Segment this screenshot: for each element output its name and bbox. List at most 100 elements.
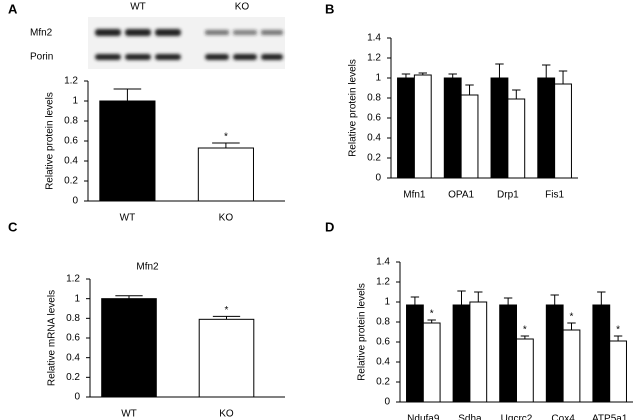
bar xyxy=(406,304,424,403)
blot-row-label: Porin xyxy=(30,52,53,63)
blot-band xyxy=(155,29,181,36)
blot-band xyxy=(261,30,283,35)
bar xyxy=(554,83,572,179)
x-tick-label: KO xyxy=(219,409,234,420)
bar xyxy=(507,98,526,179)
y-tick-label: 0.6 xyxy=(64,136,78,147)
y-tick-label: 0.2 xyxy=(64,176,78,187)
x-tick-label: Cox4 xyxy=(551,414,575,420)
panel-label: B xyxy=(325,1,334,16)
y-tick-label: 1.4 xyxy=(367,33,381,44)
blot-band xyxy=(125,54,151,60)
x-tick-label: Mfn1 xyxy=(403,190,426,201)
bar xyxy=(197,147,254,202)
y-tick-label: 0.6 xyxy=(66,333,80,344)
bar xyxy=(413,74,432,179)
significance-mark: * xyxy=(225,305,229,316)
panel-label: D xyxy=(325,219,334,234)
y-tick-label: 1.2 xyxy=(66,274,80,285)
bar xyxy=(490,77,509,179)
bar xyxy=(562,329,581,403)
blot-band xyxy=(261,54,283,60)
bar xyxy=(499,304,517,403)
x-tick-label: Fis1 xyxy=(545,190,564,201)
bar xyxy=(460,94,479,179)
y-tick-label: 0.4 xyxy=(66,352,80,363)
y-tick-label: 1 xyxy=(72,96,78,107)
y-tick-label: 0.8 xyxy=(64,116,78,127)
y-tick-label: 0.4 xyxy=(367,133,381,144)
significance-mark: * xyxy=(430,309,434,320)
panel-label: A xyxy=(8,1,18,16)
y-tick-label: 1.2 xyxy=(367,53,381,64)
y-tick-label: 1.2 xyxy=(376,277,390,288)
blot-band xyxy=(155,54,181,60)
x-tick-label: Ndufa9 xyxy=(407,414,440,420)
bar xyxy=(198,318,255,398)
y-tick-label: 0 xyxy=(72,196,78,207)
significance-mark: * xyxy=(523,325,527,336)
blot-background xyxy=(88,17,285,69)
significance-mark: * xyxy=(616,325,620,336)
x-tick-label: Sdha xyxy=(458,414,482,420)
y-axis-label: Relative mRNA levels xyxy=(47,290,58,386)
y-axis-label: Relative protein levels xyxy=(357,283,368,381)
y-tick-label: 1.4 xyxy=(376,257,390,268)
y-tick-label: 0.4 xyxy=(376,357,390,368)
y-tick-label: 0.4 xyxy=(64,156,78,167)
y-tick-label: 0.2 xyxy=(367,153,381,164)
bar xyxy=(609,340,627,403)
y-tick-label: 0 xyxy=(375,173,381,184)
x-tick-label: OPA1 xyxy=(448,190,474,201)
bar xyxy=(516,338,534,403)
lane-label: KO xyxy=(235,2,250,13)
bar xyxy=(537,77,556,179)
y-tick-label: 0.6 xyxy=(376,337,390,348)
blot-band xyxy=(205,54,229,60)
y-tick-label: 0 xyxy=(74,392,80,403)
y-tick-label: 0.2 xyxy=(376,377,390,388)
y-axis-label: Relative protein levels xyxy=(348,59,359,157)
y-axis-label: Relative protein levels xyxy=(45,92,56,190)
significance-mark: * xyxy=(570,312,574,323)
x-tick-label: Drp1 xyxy=(497,190,519,201)
y-tick-label: 0.8 xyxy=(376,317,390,328)
blot-band xyxy=(95,29,121,36)
blot-band xyxy=(233,54,257,60)
bar xyxy=(469,301,488,403)
blot-band xyxy=(125,29,151,36)
bar xyxy=(443,77,462,179)
western-blot: WT KO Mfn2 Porin xyxy=(30,2,285,69)
bar xyxy=(452,304,471,403)
bar xyxy=(99,100,156,202)
x-tick-label: ATP5a1 xyxy=(592,414,628,420)
x-tick-label: WT xyxy=(121,409,137,420)
x-tick-label: Uqcrc2 xyxy=(501,414,533,420)
bar xyxy=(397,77,415,179)
significance-mark: * xyxy=(224,132,228,143)
y-tick-label: 1 xyxy=(74,293,80,304)
chart-title: Mfn2 xyxy=(136,262,159,273)
blot-band xyxy=(95,54,121,60)
y-tick-label: 0.2 xyxy=(66,372,80,383)
y-tick-label: 0.8 xyxy=(367,93,381,104)
bar xyxy=(545,304,564,403)
blot-band xyxy=(233,30,257,35)
x-tick-label: WT xyxy=(120,213,136,224)
x-tick-label: KO xyxy=(219,213,234,224)
lane-label: WT xyxy=(130,2,146,13)
blot-band xyxy=(205,30,229,35)
bar xyxy=(101,298,157,398)
y-tick-label: 0 xyxy=(384,397,390,408)
bar xyxy=(422,322,441,403)
panel-label: C xyxy=(8,219,18,234)
y-tick-label: 0.8 xyxy=(66,313,80,324)
y-tick-label: 1 xyxy=(375,73,381,84)
y-tick-label: 1.2 xyxy=(64,76,78,87)
y-tick-label: 0.6 xyxy=(367,113,381,124)
y-tick-label: 1 xyxy=(384,297,390,308)
blot-row-label: Mfn2 xyxy=(30,28,53,39)
bar xyxy=(592,304,611,403)
